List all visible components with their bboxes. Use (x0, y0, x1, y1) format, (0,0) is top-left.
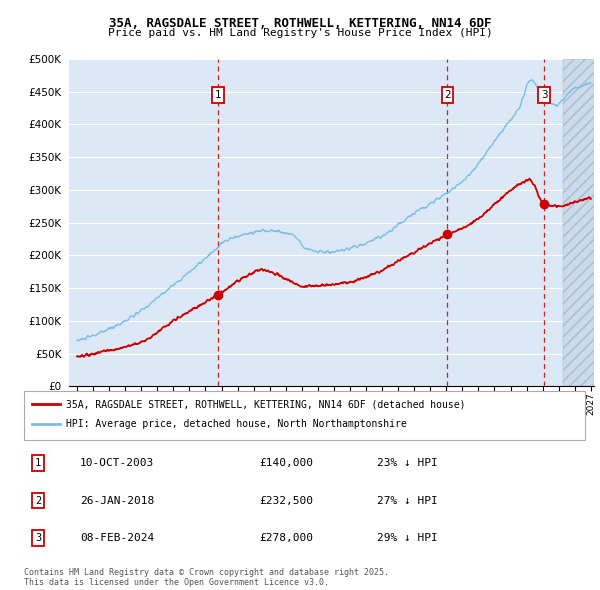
Text: 35A, RAGSDALE STREET, ROTHWELL, KETTERING, NN14 6DF: 35A, RAGSDALE STREET, ROTHWELL, KETTERIN… (109, 17, 491, 30)
Bar (563, 59, 594, 386)
Text: 35A, RAGSDALE STREET, ROTHWELL, KETTERING, NN14 6DF (detached house): 35A, RAGSDALE STREET, ROTHWELL, KETTERIN… (66, 399, 466, 409)
Text: 23% ↓ HPI: 23% ↓ HPI (377, 458, 438, 468)
Text: 27% ↓ HPI: 27% ↓ HPI (377, 496, 438, 506)
Text: HPI: Average price, detached house, North Northamptonshire: HPI: Average price, detached house, Nort… (66, 418, 407, 428)
Text: £140,000: £140,000 (260, 458, 314, 468)
Text: 26-JAN-2018: 26-JAN-2018 (80, 496, 154, 506)
Text: 1: 1 (215, 90, 221, 100)
Text: 10-OCT-2003: 10-OCT-2003 (80, 458, 154, 468)
Text: £232,500: £232,500 (260, 496, 314, 506)
Text: £278,000: £278,000 (260, 533, 314, 543)
Text: Price paid vs. HM Land Registry's House Price Index (HPI): Price paid vs. HM Land Registry's House … (107, 28, 493, 38)
Text: 3: 3 (541, 90, 548, 100)
Text: Contains HM Land Registry data © Crown copyright and database right 2025.
This d: Contains HM Land Registry data © Crown c… (24, 568, 389, 587)
Text: 2: 2 (35, 496, 41, 506)
Text: 08-FEB-2024: 08-FEB-2024 (80, 533, 154, 543)
Text: 3: 3 (35, 533, 41, 543)
Text: 2: 2 (444, 90, 451, 100)
FancyBboxPatch shape (24, 391, 585, 440)
Text: 1: 1 (35, 458, 41, 468)
Text: 29% ↓ HPI: 29% ↓ HPI (377, 533, 438, 543)
